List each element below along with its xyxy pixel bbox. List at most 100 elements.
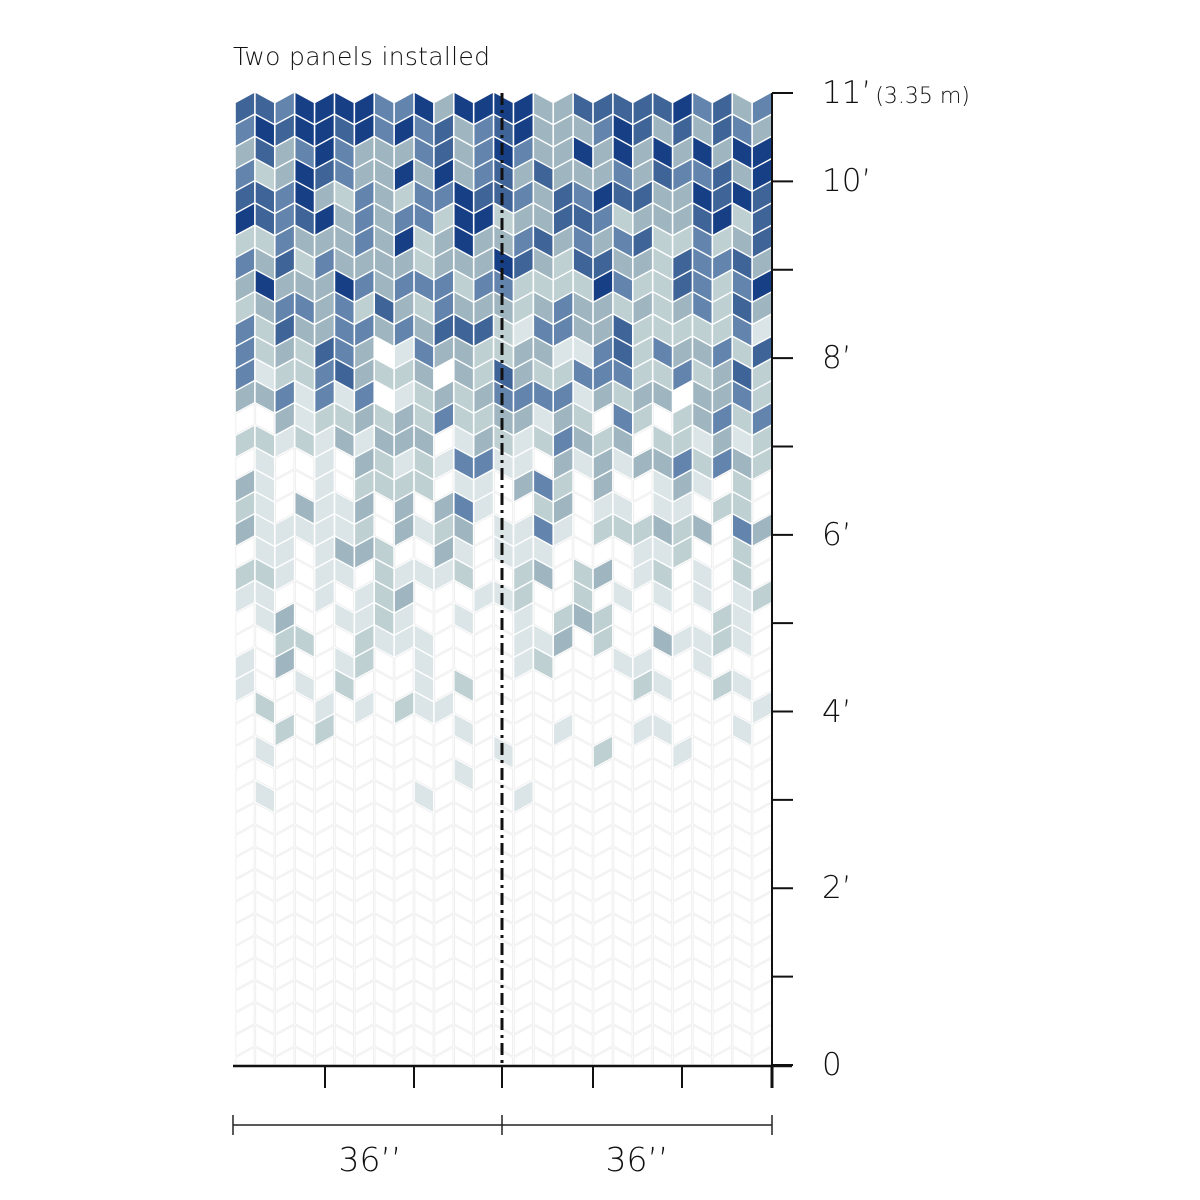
chevron-tile (514, 781, 533, 812)
chevron-tile (713, 359, 732, 390)
faint-chevron (314, 802, 335, 835)
chevron-tile (355, 426, 374, 457)
chevron-tile (434, 537, 453, 568)
faint-chevron (652, 957, 673, 991)
faint-chevron (752, 1024, 772, 1057)
chevron-tile (474, 448, 493, 479)
chevron-tile (633, 292, 652, 324)
faint-chevron (235, 913, 255, 946)
chevron-tile (573, 559, 593, 590)
chevron-tile (613, 270, 632, 302)
chevron-tile (394, 426, 414, 457)
faint-chevron (553, 846, 573, 880)
faint-chevron (354, 869, 374, 902)
chevron-tile (235, 159, 255, 191)
chevron-tile (375, 537, 394, 568)
faint-chevron (334, 735, 355, 769)
faint-chevron (513, 1046, 534, 1066)
chevron-tile (414, 448, 434, 479)
faint-chevron (235, 869, 255, 902)
faint-chevron (275, 447, 295, 480)
chevron-tile (434, 559, 453, 590)
chevron-tile (733, 625, 752, 657)
chevron-tile (355, 648, 374, 679)
faint-chevron (672, 580, 693, 613)
faint-chevron (513, 891, 534, 924)
chevron-tile (733, 315, 752, 346)
chevron-tile (355, 492, 374, 524)
chevron-tile (514, 448, 533, 479)
chevron-tile (414, 359, 434, 390)
height-label-text: 0 (822, 1047, 842, 1083)
faint-chevron (513, 691, 534, 724)
faint-chevron (712, 824, 732, 857)
faint-chevron (235, 957, 255, 991)
chevron-tile (534, 537, 553, 568)
faint-chevron (354, 669, 374, 702)
faint-chevron (314, 1002, 335, 1035)
chevron-tile (752, 159, 772, 191)
chevron-tile (713, 403, 732, 435)
faint-chevron (493, 869, 514, 902)
chevron-tile (494, 315, 513, 346)
chevron-tile (315, 137, 334, 168)
faint-chevron (354, 957, 374, 991)
chevron-tile (315, 426, 334, 457)
chevron-tile (235, 492, 255, 524)
chevron-tile (693, 448, 712, 479)
chevron-tile (613, 248, 632, 279)
faint-chevron (314, 824, 335, 857)
chevron-tile (733, 93, 752, 124)
chevron-tile (713, 270, 732, 302)
faint-chevron (275, 1002, 295, 1035)
chevron-tile (593, 736, 613, 768)
chevron-tile (434, 181, 453, 213)
faint-chevron (633, 758, 653, 791)
chevron-tile (295, 204, 314, 235)
chevron-tile (355, 692, 374, 723)
chevron-tile (693, 137, 712, 168)
chevron-tile (295, 315, 314, 346)
chevron-tile (355, 514, 374, 546)
faint-chevron (454, 1024, 474, 1057)
chevron-tile (514, 159, 533, 191)
faint-chevron (334, 1002, 355, 1035)
faint-chevron (314, 758, 335, 791)
chevron-tile (653, 159, 672, 191)
chevron-tile (235, 292, 255, 324)
chevron-tile (355, 159, 374, 191)
faint-chevron (235, 735, 255, 769)
chevron-tile (434, 403, 453, 435)
faint-chevron (633, 1002, 653, 1035)
faint-chevron (652, 691, 673, 724)
faint-chevron (473, 602, 494, 635)
chevron-tile (713, 625, 732, 657)
faint-chevron (652, 869, 673, 902)
faint-chevron (473, 869, 494, 902)
faint-chevron (493, 846, 514, 880)
chevron-tile (554, 204, 573, 235)
faint-chevron (255, 669, 275, 702)
faint-chevron (473, 713, 494, 746)
chevron-tile (673, 204, 692, 235)
faint-chevron (235, 402, 255, 436)
chevron-tile (693, 115, 712, 146)
faint-chevron (613, 869, 633, 902)
faint-chevron (473, 1002, 494, 1035)
faint-chevron (493, 624, 514, 658)
chevron-tile (315, 159, 334, 191)
chevron-tile (573, 315, 593, 346)
faint-chevron (553, 691, 573, 724)
faint-chevron (613, 1046, 633, 1066)
chevron-tile (752, 137, 772, 168)
faint-chevron (553, 558, 573, 591)
chevron-tile (275, 204, 294, 235)
chevron-tile (255, 93, 274, 124)
chevron-tile (335, 403, 354, 435)
chevron-tile (554, 426, 573, 457)
chevron-tile (693, 181, 712, 213)
faint-chevron (712, 691, 732, 724)
faint-chevron (692, 669, 713, 702)
faint-chevron (235, 691, 255, 724)
chevron-tile (315, 337, 334, 368)
